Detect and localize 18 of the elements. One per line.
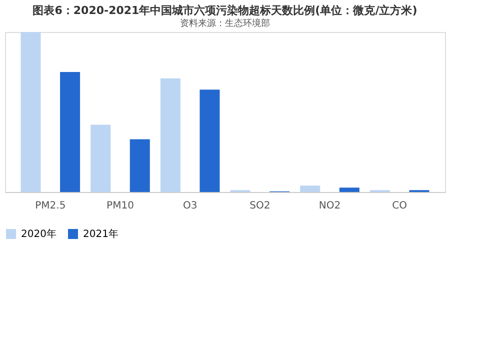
x-tick-label: CO xyxy=(392,200,408,212)
legend-label: 2021年 xyxy=(83,228,118,240)
bar xyxy=(200,90,220,192)
x-tick-label: NO2 xyxy=(318,200,341,212)
bar xyxy=(90,124,111,192)
bar xyxy=(300,186,320,192)
bar xyxy=(60,72,80,192)
bar xyxy=(160,78,180,192)
x-tick-label: SO2 xyxy=(250,200,270,212)
x-tick-label: PM10 xyxy=(106,200,134,212)
x-tick-label: O3 xyxy=(182,200,198,212)
bar xyxy=(20,32,41,192)
x-tick-label: PM2.5 xyxy=(35,200,66,212)
bar xyxy=(130,139,150,192)
text: 资料来源：生态环境部 xyxy=(180,18,270,29)
legend-label: 2020年 xyxy=(21,228,56,240)
chart-title: 图表6：2020-2021年中国城市六项污染物超标天数比例(单位：微克/立方米) xyxy=(32,4,418,17)
bar xyxy=(339,188,360,192)
